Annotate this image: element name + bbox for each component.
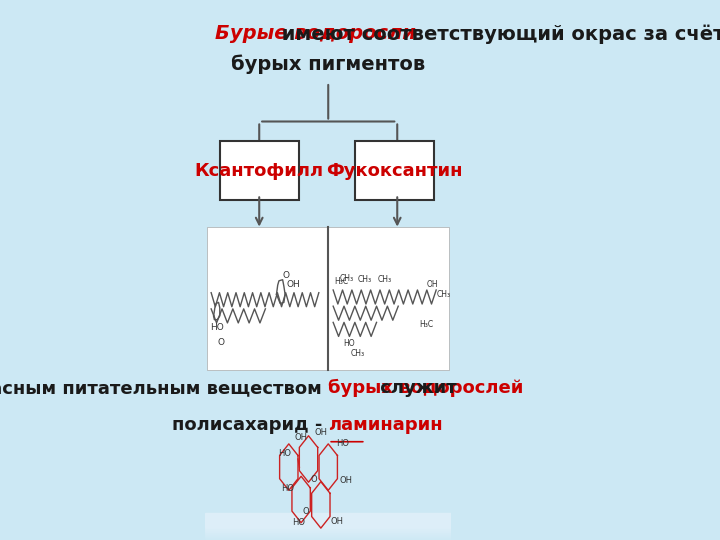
Bar bbox=[205, 515, 451, 529]
Bar bbox=[205, 525, 451, 538]
Bar bbox=[205, 523, 451, 536]
Bar bbox=[205, 518, 451, 532]
Text: CH₃: CH₃ bbox=[339, 274, 354, 283]
Text: HO: HO bbox=[210, 323, 224, 333]
Text: HO: HO bbox=[292, 518, 305, 527]
Bar bbox=[205, 526, 451, 539]
Bar bbox=[205, 525, 451, 539]
Text: HO: HO bbox=[343, 339, 355, 348]
Bar bbox=[205, 521, 451, 534]
Bar bbox=[207, 227, 449, 370]
Text: OH: OH bbox=[287, 280, 300, 289]
Bar bbox=[205, 516, 451, 530]
Bar bbox=[205, 520, 451, 534]
Bar bbox=[205, 519, 451, 533]
Bar bbox=[205, 516, 451, 530]
Bar bbox=[205, 523, 451, 536]
Text: OH: OH bbox=[315, 428, 328, 437]
FancyBboxPatch shape bbox=[220, 141, 299, 200]
Text: H₃C: H₃C bbox=[334, 276, 348, 286]
Text: имеют соответствующий окрас за счёт избытка в клетках: имеют соответствующий окрас за счёт избы… bbox=[275, 24, 720, 44]
Bar bbox=[205, 526, 451, 539]
Text: HO: HO bbox=[336, 438, 348, 448]
Bar bbox=[205, 515, 451, 529]
Bar bbox=[205, 526, 451, 540]
Text: CH₃: CH₃ bbox=[351, 349, 364, 359]
Bar bbox=[205, 521, 451, 534]
FancyBboxPatch shape bbox=[356, 141, 434, 200]
Text: OH: OH bbox=[339, 476, 352, 485]
Bar bbox=[205, 523, 451, 537]
Text: O: O bbox=[311, 475, 318, 484]
Text: полисахарид -: полисахарид - bbox=[171, 416, 328, 434]
Text: OH: OH bbox=[427, 280, 438, 289]
Bar bbox=[205, 519, 451, 534]
Bar bbox=[205, 517, 451, 530]
Text: Бурые водоросли: Бурые водоросли bbox=[215, 24, 415, 43]
Bar bbox=[205, 518, 451, 531]
Bar bbox=[205, 524, 451, 537]
Bar bbox=[205, 524, 451, 538]
Text: Ксантофилл: Ксантофилл bbox=[194, 161, 324, 180]
Bar bbox=[205, 522, 451, 535]
Text: CH₃: CH₃ bbox=[358, 275, 372, 284]
Text: O: O bbox=[217, 338, 225, 347]
Text: O: O bbox=[302, 507, 309, 516]
Text: H₃C: H₃C bbox=[420, 320, 433, 329]
Text: CH₃: CH₃ bbox=[377, 275, 392, 284]
Bar bbox=[205, 518, 451, 531]
Bar bbox=[205, 523, 451, 537]
Bar bbox=[205, 519, 451, 532]
Text: O: O bbox=[283, 271, 289, 280]
Bar bbox=[205, 515, 451, 528]
Bar bbox=[205, 521, 451, 535]
Bar bbox=[205, 514, 451, 528]
Text: Основным запасным питательным веществом: Основным запасным питательным веществом bbox=[0, 379, 328, 397]
Text: OH: OH bbox=[330, 517, 343, 526]
Text: HO: HO bbox=[282, 484, 294, 494]
Bar bbox=[205, 522, 451, 535]
Text: Фукоксантин: Фукоксантин bbox=[327, 161, 463, 180]
Bar bbox=[205, 517, 451, 531]
Text: CH₃: CH₃ bbox=[437, 290, 451, 299]
Bar bbox=[205, 514, 451, 528]
Bar bbox=[205, 516, 451, 529]
Text: OH: OH bbox=[295, 433, 308, 442]
Bar bbox=[205, 525, 451, 539]
Bar bbox=[205, 517, 451, 530]
Text: HO: HO bbox=[278, 449, 291, 458]
Text: бурых пигментов: бурых пигментов bbox=[231, 54, 426, 73]
Text: бурых водорослей: бурых водорослей bbox=[328, 379, 523, 397]
Bar bbox=[205, 524, 451, 538]
Text: ламинарин: ламинарин bbox=[328, 416, 443, 434]
Bar bbox=[205, 514, 451, 527]
Bar bbox=[205, 519, 451, 532]
Bar bbox=[205, 514, 451, 527]
Bar bbox=[205, 522, 451, 536]
Text: служит: служит bbox=[374, 379, 456, 397]
